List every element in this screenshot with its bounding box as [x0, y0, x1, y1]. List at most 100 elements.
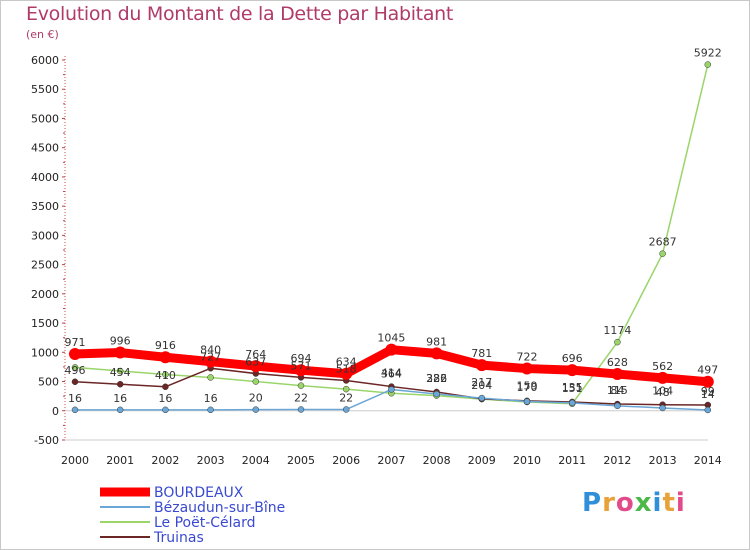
- data-point: [342, 385, 350, 393]
- y-tick-label: 2000: [31, 288, 59, 301]
- data-point: [659, 250, 666, 257]
- x-tick-label: 2009: [468, 454, 496, 467]
- y-tick-label: 500: [38, 376, 59, 389]
- data-label: 996: [110, 335, 131, 348]
- y-tick-label: 5000: [31, 112, 59, 125]
- data-point: [521, 362, 533, 375]
- legend-label: BOURDEAUX: [154, 485, 244, 501]
- x-tick-label: 2002: [151, 454, 179, 467]
- x-tick-label: 2004: [242, 454, 270, 467]
- data-point: [204, 355, 217, 368]
- data-point: [116, 380, 124, 388]
- proxiti-logo: Proxiti: [582, 488, 686, 518]
- data-point: [342, 406, 350, 413]
- data-point: [207, 374, 214, 381]
- data-label: 16: [113, 392, 127, 405]
- x-tick-label: 2008: [423, 454, 451, 467]
- data-label: 454: [110, 366, 131, 379]
- data-point: [388, 386, 395, 393]
- y-tick-label: -500: [34, 434, 59, 447]
- data-point: [295, 364, 307, 377]
- data-point: [523, 398, 531, 405]
- data-point: [478, 394, 486, 402]
- data-label: 14: [701, 388, 715, 401]
- data-label: 518: [336, 362, 357, 375]
- data-label: 204: [471, 379, 492, 392]
- data-point: [704, 406, 712, 414]
- data-label: 916: [155, 339, 176, 352]
- y-tick-label: 4000: [31, 171, 59, 184]
- data-point: [159, 351, 172, 364]
- data-point: [116, 367, 124, 375]
- data-label: 414: [381, 367, 402, 380]
- data-point: [701, 375, 714, 388]
- data-label: 764: [245, 348, 266, 361]
- data-point: [252, 406, 260, 413]
- data-label: 971: [65, 336, 86, 349]
- data-label: 1045: [377, 332, 405, 345]
- data-label: 1174: [603, 324, 631, 337]
- data-point: [69, 348, 81, 361]
- data-point: [566, 364, 579, 377]
- data-label: 20: [249, 392, 263, 405]
- data-label: 628: [607, 356, 628, 369]
- data-label: 16: [158, 392, 172, 405]
- data-point: [385, 343, 398, 356]
- x-tick-label: 2014: [694, 454, 722, 467]
- data-label: 410: [155, 369, 176, 382]
- data-label: 135: [562, 381, 583, 394]
- data-label: 5922: [694, 47, 722, 60]
- data-label: 286: [426, 372, 447, 385]
- y-tick-label: 3500: [31, 200, 59, 213]
- x-tick-label: 2010: [513, 454, 541, 467]
- legend-label: Bézaudun-sur-Bîne: [154, 500, 285, 516]
- y-tick-label: 0: [52, 405, 59, 418]
- data-point: [614, 338, 621, 346]
- y-tick-label: 6000: [31, 54, 59, 67]
- data-point: [297, 382, 305, 389]
- data-label: 159: [517, 379, 538, 392]
- data-point: [252, 378, 260, 385]
- y-tick-label: 3000: [31, 229, 59, 242]
- data-point: [71, 364, 79, 371]
- data-label: 840: [200, 344, 221, 357]
- data-label: 22: [294, 391, 308, 404]
- data-label: 151: [562, 382, 583, 395]
- data-point: [475, 359, 488, 372]
- data-label: 322: [426, 372, 447, 385]
- data-label: 722: [517, 351, 538, 364]
- x-tick-label: 2012: [603, 454, 631, 467]
- data-point: [71, 406, 79, 414]
- x-tick-label: 2006: [332, 454, 360, 467]
- data-label: 696: [562, 352, 583, 365]
- data-point: [433, 390, 440, 398]
- data-point: [162, 383, 169, 391]
- data-point: [568, 399, 576, 407]
- x-tick-label: 2001: [106, 454, 134, 467]
- data-point: [116, 406, 124, 414]
- data-label: 562: [652, 360, 673, 373]
- legend-label: Le Poët-Célard: [154, 515, 256, 531]
- y-tick-label: 1000: [31, 346, 59, 359]
- data-label: 694: [291, 352, 312, 365]
- data-label: 48: [656, 386, 670, 399]
- data-label: 84: [610, 384, 624, 397]
- data-label: 496: [65, 364, 86, 377]
- data-label: 115: [607, 384, 628, 397]
- x-tick-label: 2007: [377, 454, 405, 467]
- data-label: 170: [517, 381, 538, 394]
- data-label: 634: [336, 356, 357, 369]
- data-point: [207, 406, 214, 414]
- data-label: 981: [426, 335, 447, 348]
- data-label: 781: [471, 347, 492, 360]
- y-tick-label: 2500: [31, 259, 59, 272]
- x-tick-label: 2013: [649, 454, 677, 467]
- data-label: 217: [471, 376, 492, 389]
- data-label: 637: [245, 356, 266, 369]
- chart-title: Evolution du Montant de la Dette par Hab…: [26, 3, 454, 25]
- y-tick-label: 4500: [31, 142, 59, 155]
- data-point: [704, 61, 712, 68]
- data-point: [297, 406, 305, 413]
- data-label: 16: [68, 392, 82, 405]
